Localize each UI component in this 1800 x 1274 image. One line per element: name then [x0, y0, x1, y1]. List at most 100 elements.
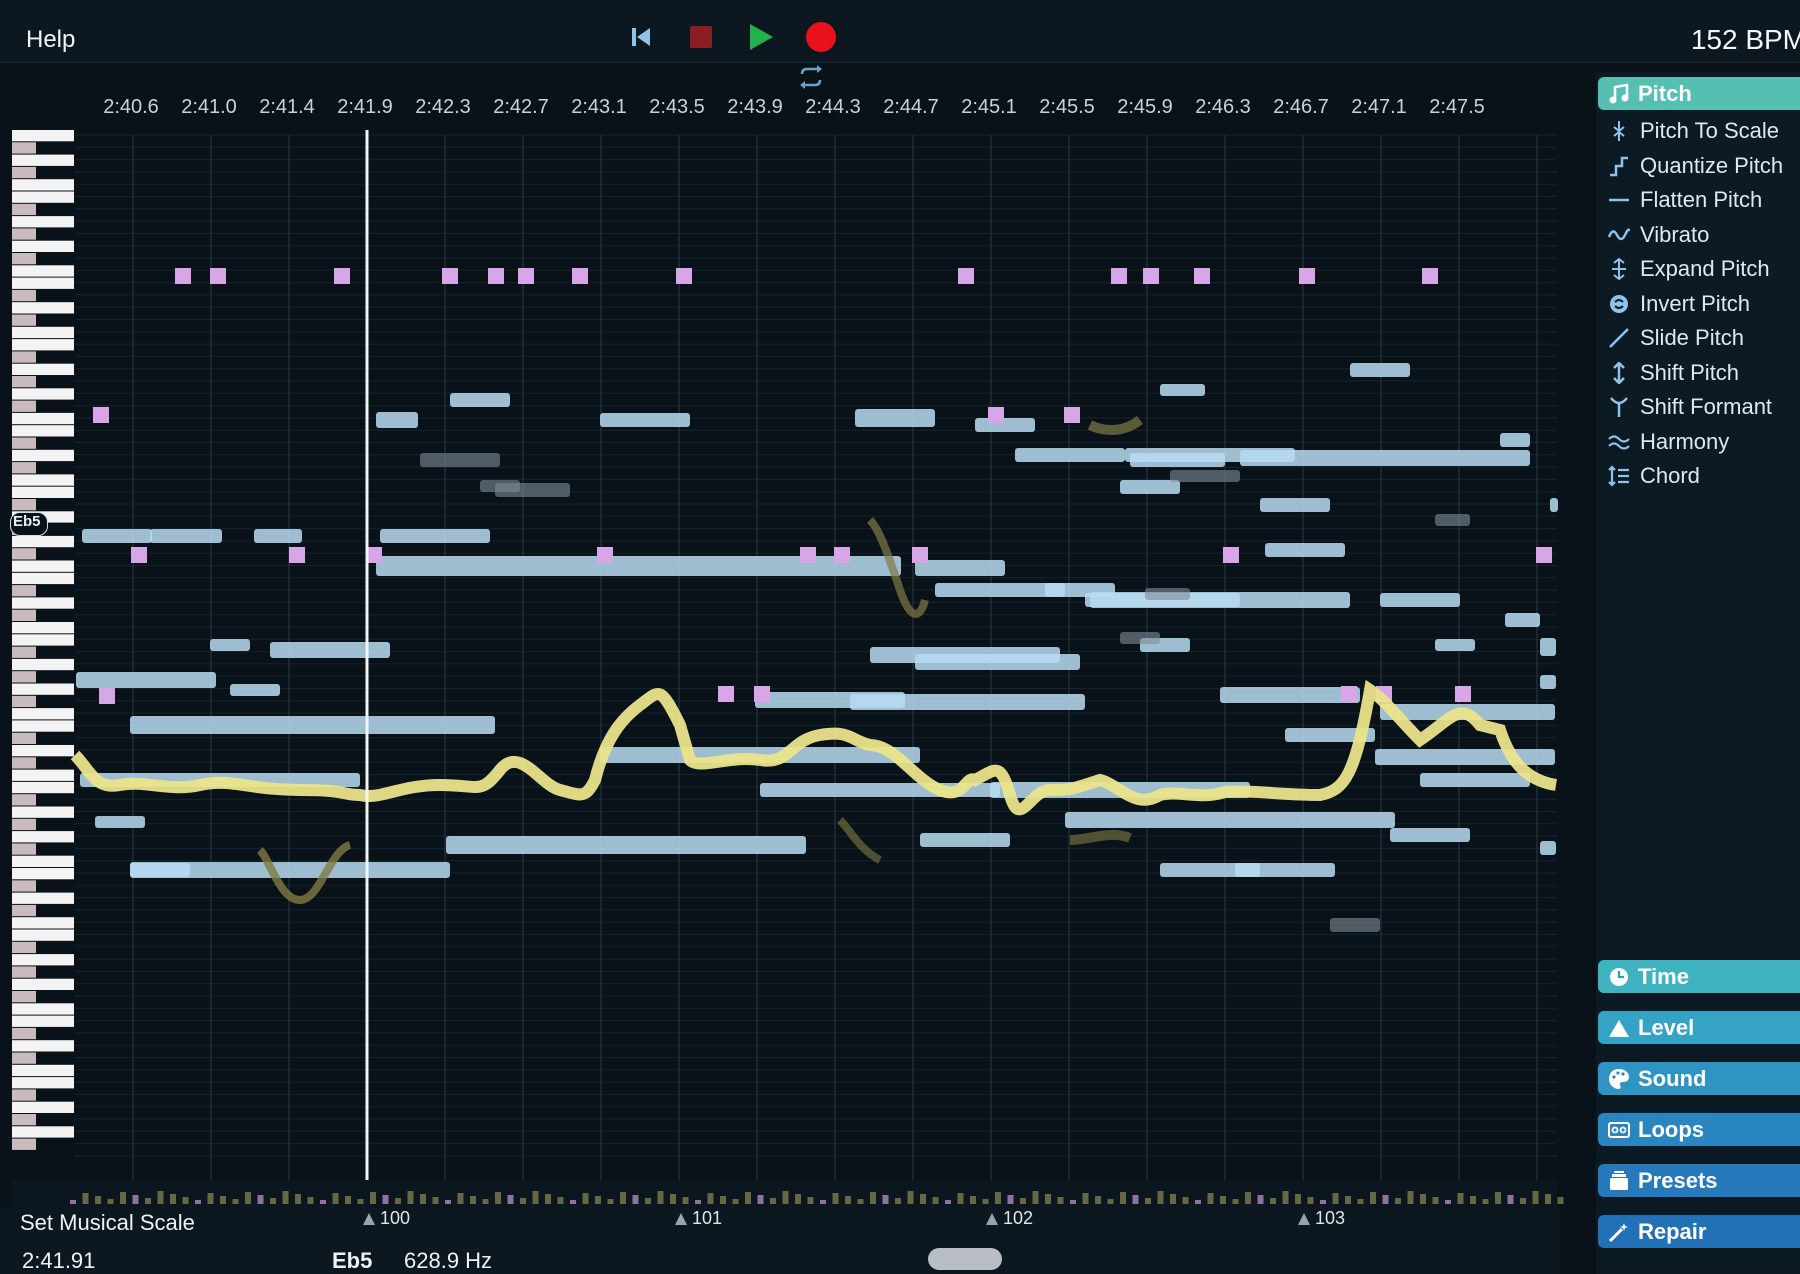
piano-key-black[interactable]: [12, 462, 36, 474]
note-blob[interactable]: [1350, 363, 1410, 377]
category-time[interactable]: Time: [1598, 960, 1800, 993]
pitch-marker[interactable]: [99, 688, 115, 704]
piano-key-white[interactable]: [12, 868, 74, 880]
pitch-marker[interactable]: [334, 268, 350, 284]
note-blob[interactable]: [915, 654, 1080, 670]
pitch-marker[interactable]: [958, 268, 974, 284]
note-blob[interactable]: [450, 393, 510, 407]
piano-key-black[interactable]: [12, 843, 36, 855]
set-musical-scale-button[interactable]: Set Musical Scale: [20, 1210, 195, 1235]
piano-key-white[interactable]: [12, 191, 74, 203]
note-blob-muted[interactable]: [1120, 632, 1160, 644]
note-blob[interactable]: [1500, 433, 1530, 447]
pitch-curve[interactable]: [70, 679, 1558, 816]
pitch-marker[interactable]: [1223, 547, 1239, 563]
pitch-marker[interactable]: [289, 547, 305, 563]
piano-key-black[interactable]: [12, 314, 36, 326]
piano-key-black[interactable]: [12, 166, 36, 179]
pitch-marker[interactable]: [834, 547, 850, 563]
note-blob[interactable]: [850, 694, 1085, 710]
note-blob[interactable]: [1540, 675, 1556, 689]
note-blob[interactable]: [230, 684, 280, 696]
pitch-marker[interactable]: [175, 268, 191, 284]
piano-key-black[interactable]: [12, 880, 36, 892]
piano-key-white[interactable]: [12, 535, 74, 548]
note-blob[interactable]: [1015, 448, 1125, 462]
piano-key-black[interactable]: [12, 794, 36, 806]
piano-key-white[interactable]: [12, 806, 74, 818]
category-presets[interactable]: Presets: [1598, 1164, 1800, 1197]
piano-key-white[interactable]: [12, 154, 74, 166]
help-menu[interactable]: Help: [26, 26, 76, 53]
note-blob[interactable]: [150, 529, 222, 543]
tool-slide-pitch[interactable]: Slide Pitch: [1606, 323, 1744, 353]
note-blob[interactable]: [1380, 593, 1460, 607]
piano-key-black[interactable]: [12, 437, 36, 449]
piano-key-black[interactable]: [12, 757, 36, 769]
pitch-marker[interactable]: [800, 547, 816, 563]
pitch-marker[interactable]: [1194, 268, 1210, 284]
note-blob-muted[interactable]: [1145, 588, 1190, 600]
piano-key-white[interactable]: [12, 892, 74, 904]
piano-key-white[interactable]: [12, 339, 74, 351]
note-blob[interactable]: [1540, 638, 1556, 656]
tool-vibrato[interactable]: Vibrato: [1606, 220, 1709, 250]
note-blob[interactable]: [376, 556, 901, 576]
piano-key-white[interactable]: [12, 769, 74, 781]
piano-key-black[interactable]: [12, 904, 36, 917]
category-repair[interactable]: Repair: [1598, 1215, 1800, 1248]
piano-key-black[interactable]: [12, 585, 36, 597]
tool-pitch-to-scale[interactable]: Pitch To Scale: [1606, 116, 1779, 146]
tool-chord[interactable]: Chord: [1606, 461, 1700, 491]
piano-key-black[interactable]: [12, 376, 36, 388]
piano-key-white[interactable]: [12, 1077, 74, 1089]
note-blob[interactable]: [1505, 613, 1540, 627]
note-blob-muted[interactable]: [420, 453, 500, 467]
piano-key-white[interactable]: [12, 326, 74, 339]
pitch-marker[interactable]: [1455, 686, 1471, 702]
pitch-marker[interactable]: [912, 547, 928, 563]
piano-key-white[interactable]: [12, 1015, 74, 1027]
piano-key-black[interactable]: [12, 548, 36, 560]
note-blob-muted[interactable]: [1170, 470, 1240, 482]
piano-key-white[interactable]: [12, 658, 74, 671]
pitch-marker[interactable]: [1422, 268, 1438, 284]
piano-key-white[interactable]: [12, 560, 74, 572]
note-blob-muted[interactable]: [1435, 514, 1470, 526]
note-blob[interactable]: [130, 716, 495, 734]
note-blob[interactable]: [1435, 639, 1475, 651]
pitch-marker[interactable]: [1341, 686, 1357, 702]
note-blob[interactable]: [920, 833, 1010, 847]
piano-key-white[interactable]: [12, 634, 74, 646]
piano-key-white[interactable]: [12, 179, 74, 191]
play-button[interactable]: [744, 20, 778, 54]
piano-key-white[interactable]: [12, 978, 74, 990]
note-blob[interactable]: [1220, 687, 1360, 703]
piano-key-black[interactable]: [12, 1089, 36, 1101]
piano-key-white[interactable]: [12, 425, 74, 437]
note-blob[interactable]: [82, 529, 152, 543]
piano-key-white[interactable]: [12, 597, 74, 609]
pitch-marker[interactable]: [1536, 547, 1552, 563]
piano-key-black[interactable]: [12, 1027, 36, 1040]
piano-key-white[interactable]: [12, 216, 74, 228]
piano-key-black[interactable]: [12, 1138, 36, 1150]
piano-key-white[interactable]: [12, 474, 74, 486]
pitch-marker[interactable]: [210, 268, 226, 284]
note-blob[interactable]: [270, 642, 390, 658]
piano-key-white[interactable]: [12, 363, 74, 375]
piano-key-white[interactable]: [12, 1064, 74, 1077]
horizontal-scrollbar-thumb[interactable]: [928, 1248, 1002, 1270]
pitch-marker[interactable]: [988, 407, 1004, 423]
pitch-marker[interactable]: [442, 268, 458, 284]
tool-harmony[interactable]: Harmony: [1606, 427, 1729, 457]
piano-key-white[interactable]: [12, 708, 74, 720]
piano-key-white[interactable]: [12, 277, 74, 289]
note-blob[interactable]: [130, 862, 450, 878]
note-blob[interactable]: [1420, 773, 1530, 787]
pitch-marker[interactable]: [754, 686, 770, 702]
loop-toggle[interactable]: [796, 62, 826, 92]
piano-key-white[interactable]: [12, 745, 74, 757]
note-blob[interactable]: [915, 560, 1005, 576]
piano-key-white[interactable]: [12, 265, 74, 277]
